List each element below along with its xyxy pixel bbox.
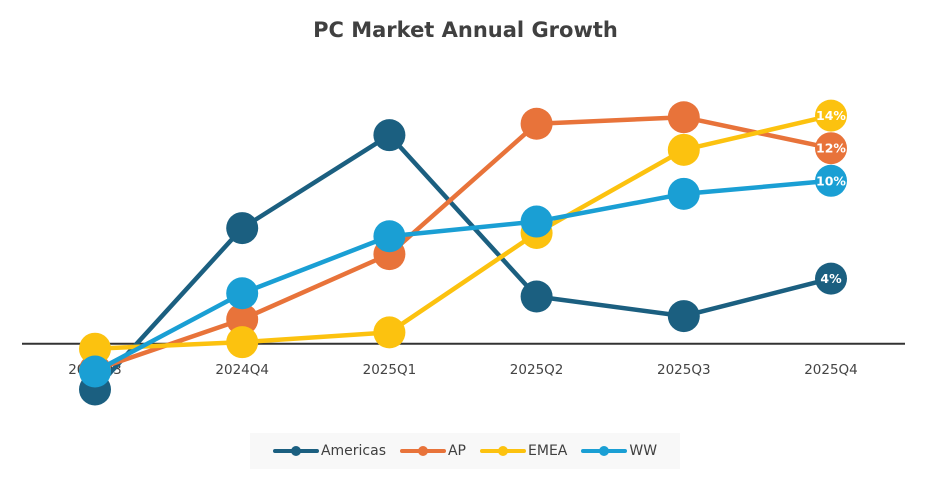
legend-marker-icon [581, 446, 628, 456]
data-point-ww [226, 277, 259, 310]
x-tick-label: 2025Q2 [510, 362, 564, 378]
data-point-ww [79, 355, 111, 388]
legend-marker-icon [399, 446, 446, 456]
data-point-americas [373, 119, 406, 152]
data-point-ap [226, 303, 259, 336]
x-tick-label: 2024Q4 [215, 362, 269, 378]
data-point-americas [226, 212, 259, 245]
data-point-ww [667, 177, 700, 210]
series-line-ap [94, 114, 832, 373]
data-point-emea [815, 99, 847, 132]
data-label-emea: 14% [816, 108, 846, 123]
legend-label: EMEA [528, 443, 568, 459]
chart-title: PC Market Annual Growth [313, 18, 618, 42]
legend-marker-icon [480, 446, 527, 456]
legend-label: AP [447, 443, 467, 459]
legend: Americas AP EMEA WW [250, 433, 680, 469]
data-point-ap [815, 132, 847, 165]
data-point-emea [667, 133, 700, 166]
legend-item-ww: WW [581, 443, 657, 459]
data-label-ww: 10% [816, 173, 846, 188]
data-point-ww [815, 164, 847, 197]
series-line-emea [94, 113, 832, 351]
series-line-ww [93, 178, 832, 374]
x-tick-label: 2025Q3 [657, 362, 711, 378]
data-point-ww [373, 220, 406, 253]
data-point-americas [520, 280, 553, 313]
data-point-ww [520, 205, 553, 238]
legend-label: Americas [320, 443, 386, 459]
legend-label: WW [629, 443, 658, 459]
data-point-emea [373, 316, 406, 349]
data-point-emea [79, 332, 111, 365]
data-label-ap: 12% [816, 141, 846, 156]
x-tick-label: 2025Q4 [804, 362, 858, 378]
data-label-americas: 4% [820, 271, 842, 286]
data-point-ap [667, 101, 700, 134]
data-point-americas [667, 300, 700, 333]
data-point-americas [815, 262, 847, 295]
legend-item-americas: Americas [272, 443, 386, 459]
x-tick-label: 2025Q1 [363, 362, 417, 378]
legend-marker-icon [272, 446, 319, 456]
legend-item-ap: AP [399, 443, 467, 459]
data-point-emea [226, 326, 259, 359]
legend-item-emea: EMEA [480, 443, 567, 459]
data-point-ap [520, 107, 553, 140]
series-line-americas [93, 132, 832, 391]
